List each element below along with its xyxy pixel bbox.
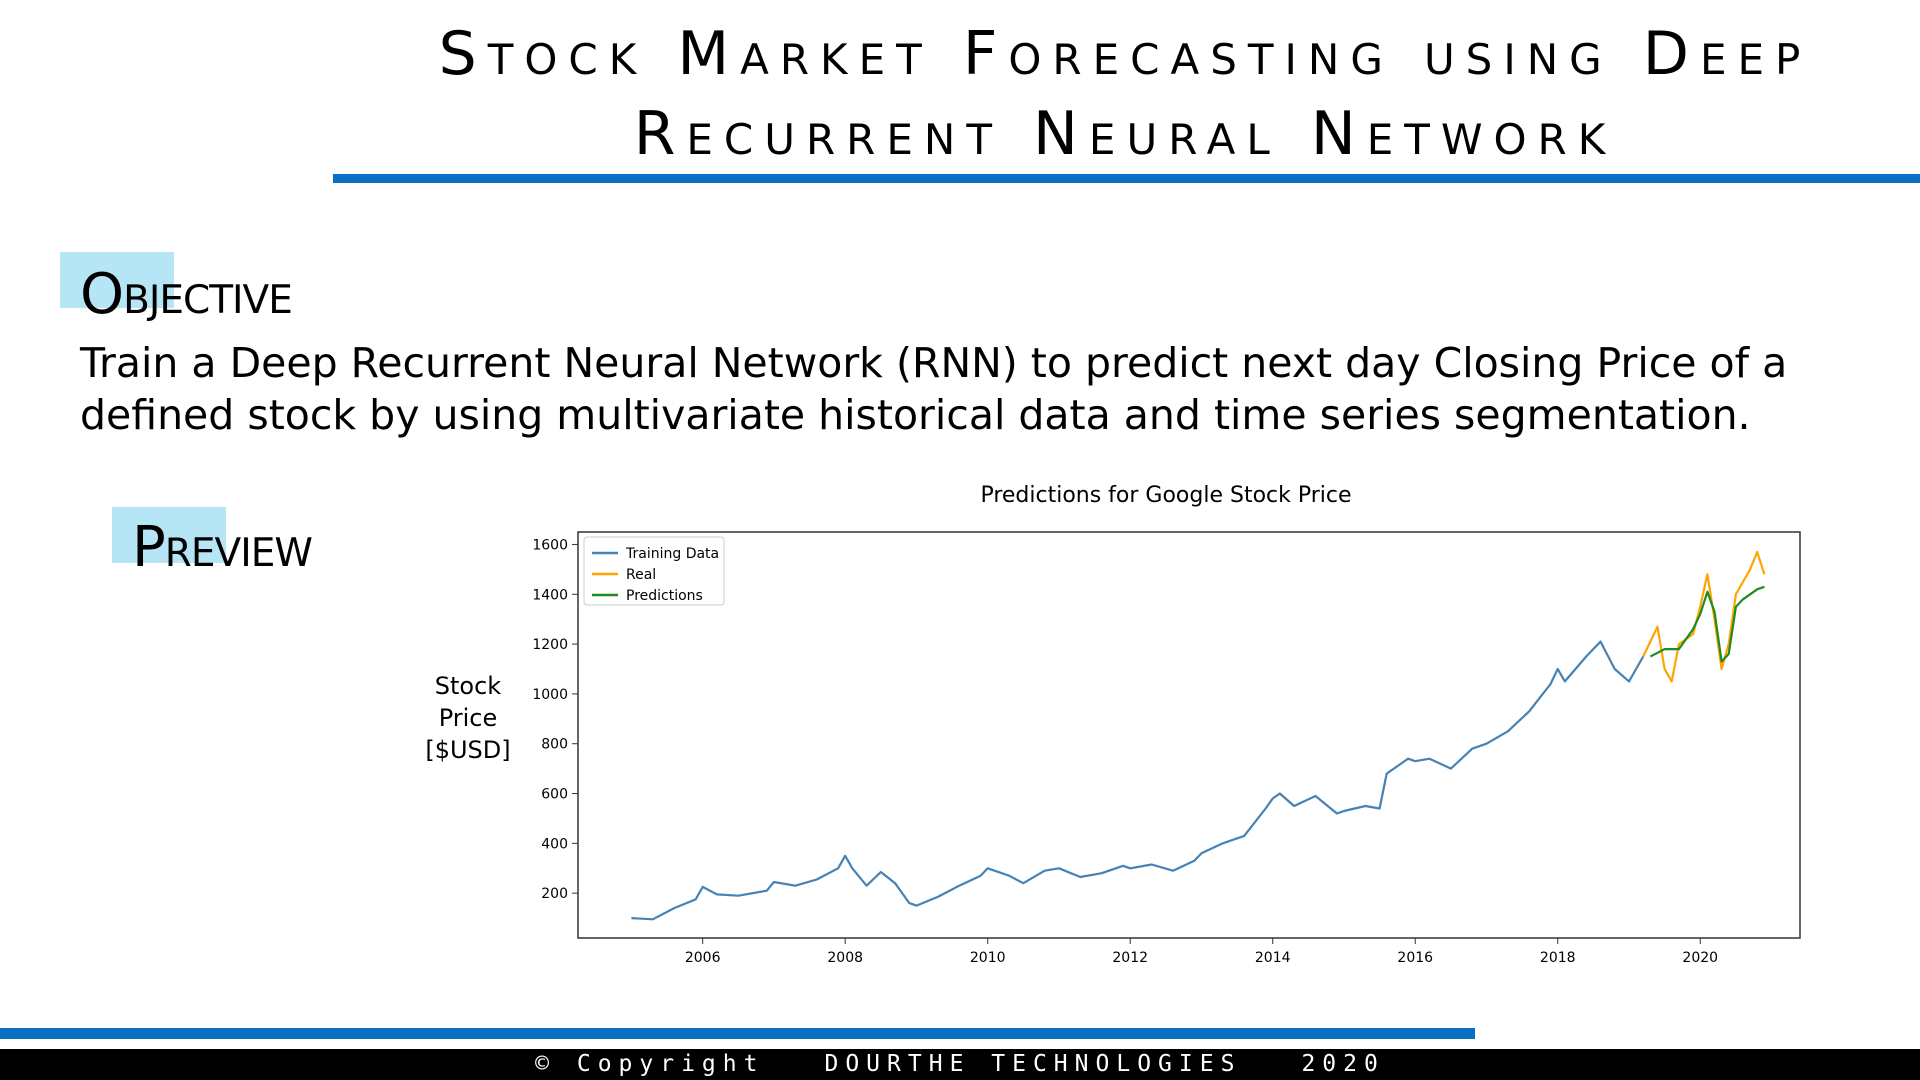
y-label-line-1: Stock — [434, 672, 502, 700]
preview-heading-text: Preview — [132, 515, 313, 580]
legend-label: Training Data — [625, 546, 719, 562]
x-tick-label: 2016 — [1397, 950, 1433, 966]
x-tick-label: 2012 — [1112, 950, 1148, 966]
chart-series — [631, 550, 1766, 921]
plot-frame — [577, 531, 1801, 939]
bottom-rule — [0, 1028, 1475, 1039]
x-tick-label: 2018 — [1540, 950, 1576, 966]
slide-title: Stock Market Forecasting using Deep Recu… — [330, 14, 1920, 174]
x-tick-label: 2020 — [1682, 950, 1718, 966]
objective-heading-text: Objective — [80, 262, 293, 327]
chart-legend: Training Data Real Predictions — [583, 536, 725, 606]
chart-title: Predictions for Google Stock Price — [980, 483, 1351, 508]
y-tick-label: 1400 — [532, 587, 568, 603]
y-tick-label: 400 — [541, 836, 568, 852]
footer-copyright: © Copyright — [535, 1051, 765, 1077]
objective-heading: Objective — [60, 252, 293, 327]
series-line-predictions — [1649, 585, 1765, 663]
x-tick-label: 2008 — [827, 950, 863, 966]
y-tick-label: 200 — [541, 886, 568, 902]
series-line-real — [1642, 550, 1766, 683]
preview-accent-box — [112, 507, 226, 563]
x-tick-label: 2006 — [685, 950, 721, 966]
y-label-line-2: Price — [438, 704, 498, 732]
x-tick-label: 2010 — [970, 950, 1006, 966]
y-tick-label: 600 — [541, 787, 568, 803]
y-tick-label: 1200 — [532, 637, 568, 653]
stock-price-chart: Predictions for Google Stock Price 2006 2… — [532, 483, 1801, 966]
footer: © Copyright DOURTHE TECHNOLOGIES 2020 — [0, 1049, 1920, 1080]
legend-box — [583, 536, 725, 606]
legend-label: Real — [626, 567, 656, 583]
y-label-line-3: [$USD] — [425, 736, 511, 764]
slide-title-line-2: Recurrent Neural Network — [633, 99, 1617, 169]
slide-title-line-1: Stock Market Forecasting using Deep — [438, 19, 1812, 89]
chart-axes: 2006 2008 2010 2012 2014 2016 2018 2020 200 400 60… — [532, 537, 1718, 966]
x-tick-label: 2014 — [1255, 950, 1291, 966]
y-tick-label: 1000 — [532, 687, 568, 703]
objective-accent-box — [60, 252, 174, 308]
legend-label: Predictions — [626, 588, 703, 604]
preview-heading: Preview — [112, 507, 313, 580]
series-line-training-data — [631, 640, 1645, 921]
footer-year: 2020 — [1301, 1051, 1385, 1077]
title-rule — [333, 174, 1920, 183]
y-tick-label: 800 — [541, 737, 568, 753]
objective-body: Train a Deep Recurrent Neural Network (R… — [80, 339, 1788, 439]
footer-company: DOURTHE TECHNOLOGIES — [824, 1051, 1242, 1077]
y-tick-label: 1600 — [532, 537, 568, 553]
chart-y-axis-label: Stock Price [$USD] — [420, 670, 516, 766]
